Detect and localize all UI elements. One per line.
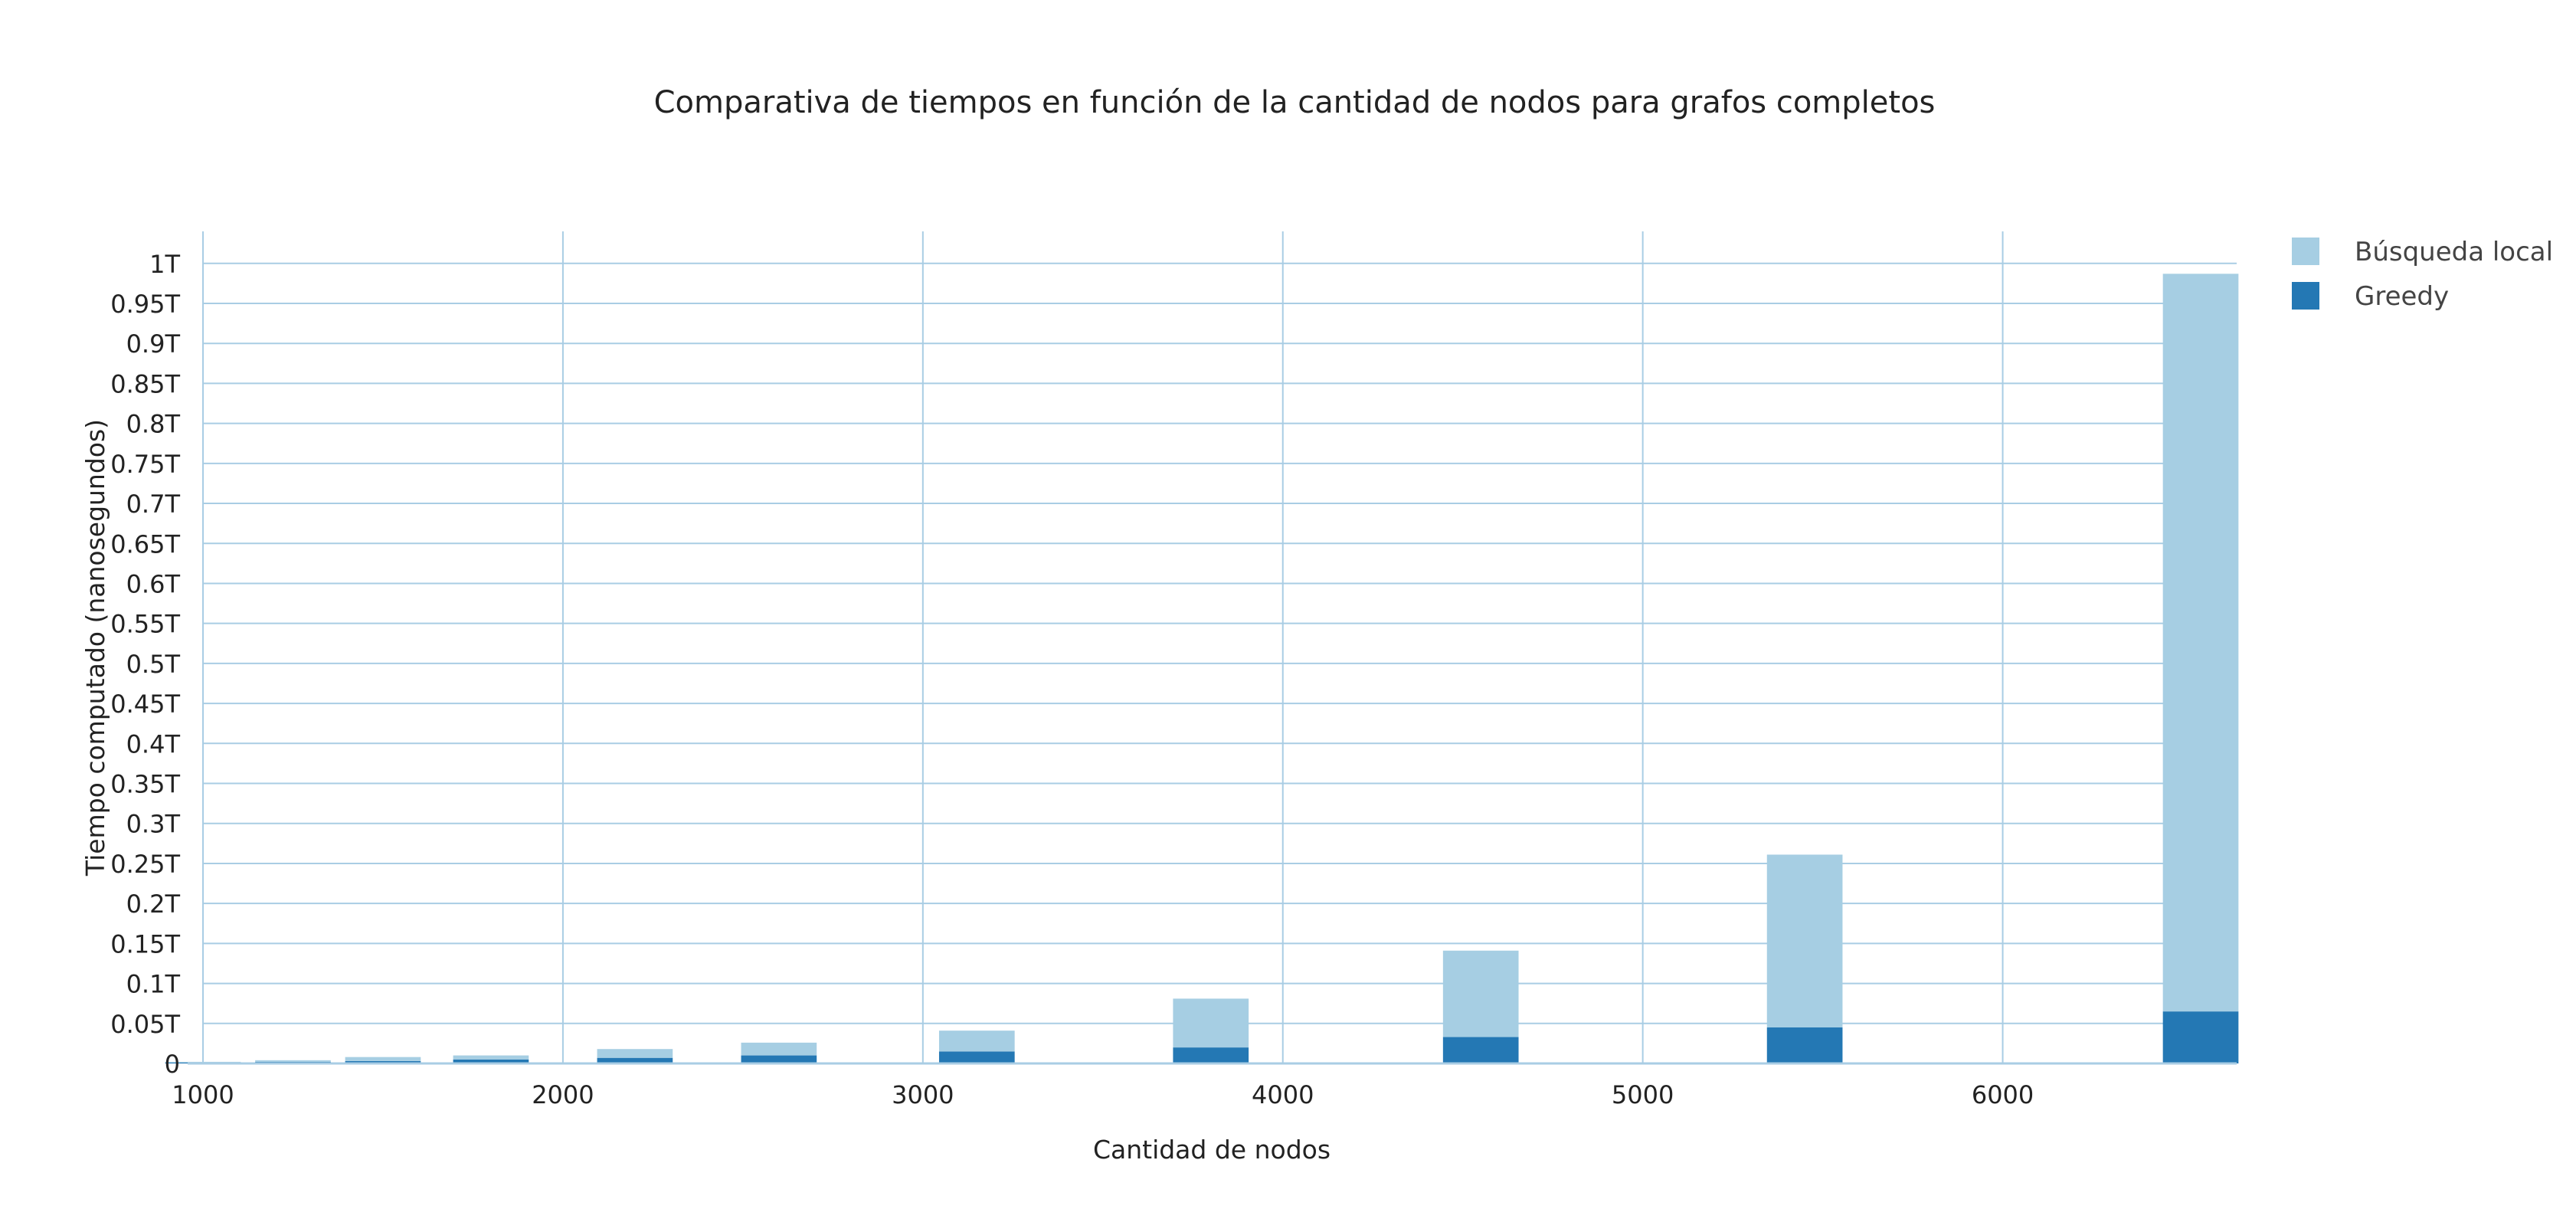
y-tick-label: 0.55T: [110, 610, 180, 639]
bar-b-squeda-local[interactable]: [1173, 998, 1249, 1048]
bar-b-squeda-local[interactable]: [255, 1060, 331, 1062]
x-tick-label: 2000: [532, 1080, 594, 1109]
y-tick-label: 0.3T: [126, 810, 181, 839]
y-tick-label: 0.75T: [110, 450, 180, 479]
x-tick-label: 4000: [1252, 1080, 1314, 1109]
bar-greedy[interactable]: [2162, 1011, 2239, 1063]
y-axis-title: Tiempo computado (nanosegundos): [80, 419, 110, 876]
y-tick-label: 0.2T: [126, 890, 181, 919]
bar-b-squeda-local[interactable]: [165, 1061, 241, 1063]
y-tick-label: 0: [165, 1050, 180, 1079]
legend: Búsqueda local Greedy: [2292, 237, 2553, 312]
bars-layer: [165, 274, 2239, 1063]
legend-label[interactable]: Búsqueda local: [2355, 237, 2553, 267]
bar-greedy[interactable]: [597, 1057, 673, 1063]
y-tick-label: 0.6T: [126, 569, 181, 598]
bar-b-squeda-local[interactable]: [1442, 950, 1519, 1037]
grid-layer: [202, 231, 2237, 1063]
x-tick-label: 1000: [172, 1080, 234, 1109]
bar-greedy[interactable]: [741, 1055, 817, 1063]
y-tick-label: 0.4T: [126, 729, 181, 759]
legend-swatch[interactable]: [2292, 282, 2319, 310]
bar-greedy[interactable]: [1442, 1037, 1519, 1063]
bar-b-squeda-local[interactable]: [741, 1042, 817, 1056]
bar-b-squeda-local[interactable]: [345, 1057, 421, 1061]
bar-b-squeda-local[interactable]: [597, 1049, 673, 1058]
bar-b-squeda-local[interactable]: [938, 1030, 1015, 1052]
y-tick-label: 0.25T: [110, 850, 180, 879]
chart-title: Comparativa de tiempos en función de la …: [654, 85, 1936, 120]
bar-b-squeda-local[interactable]: [2162, 274, 2239, 1012]
axes-layer: 0 0.05T 0.1T 0.15T 0.2T 0.25T 0.3T 0.35T 0.4T 0.4…: [110, 250, 2237, 1109]
x-tick-label: 5000: [1612, 1080, 1674, 1109]
bar-greedy[interactable]: [1766, 1027, 1843, 1063]
y-tick-label: 0.1T: [126, 970, 181, 999]
bar-greedy[interactable]: [453, 1059, 529, 1063]
bar-greedy[interactable]: [345, 1060, 421, 1063]
x-tick-label: 6000: [1972, 1080, 2034, 1109]
bar-greedy[interactable]: [1173, 1047, 1249, 1063]
x-tick-label: 3000: [892, 1080, 954, 1109]
y-tick-label: 0.05T: [110, 1010, 180, 1039]
bar-b-squeda-local[interactable]: [1766, 854, 1843, 1028]
y-tick-label: 0.9T: [126, 329, 181, 359]
y-tick-label: 0.8T: [126, 410, 181, 439]
y-tick-label: 0.85T: [110, 369, 180, 398]
y-tick-label: 0.15T: [110, 929, 180, 958]
y-tick-label: 0.45T: [110, 690, 180, 719]
legend-label[interactable]: Greedy: [2355, 281, 2449, 312]
y-tick-label: 0.65T: [110, 529, 180, 559]
y-tick-label: 0.7T: [126, 490, 181, 519]
legend-swatch[interactable]: [2292, 238, 2319, 265]
x-axis-title: Cantidad de nodos: [1093, 1135, 1331, 1165]
y-tick-label: 0.95T: [110, 290, 180, 319]
y-tick-label: 1T: [149, 250, 180, 279]
y-tick-label: 0.5T: [126, 650, 181, 679]
bar-b-squeda-local[interactable]: [453, 1055, 529, 1060]
y-tick-label: 0.35T: [110, 770, 180, 799]
bar-greedy[interactable]: [938, 1051, 1015, 1063]
